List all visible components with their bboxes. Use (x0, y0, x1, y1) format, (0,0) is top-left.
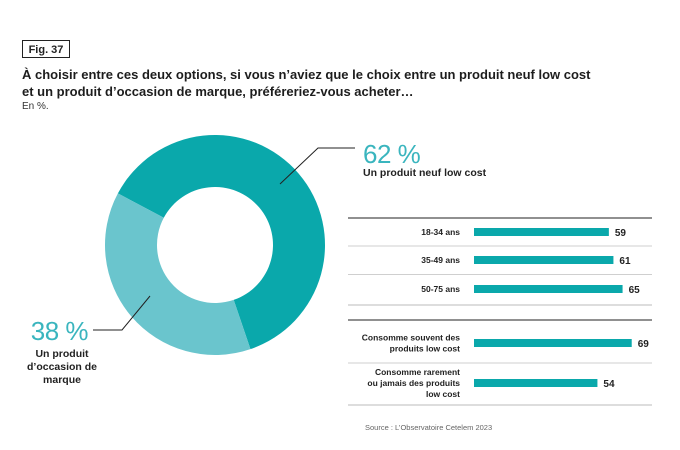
chart-subtitle: En %. (22, 101, 49, 112)
slice-name-occasion: Un produit (35, 348, 89, 360)
leader-line-occasion (93, 295, 151, 331)
bar-label: Consomme souvent des (362, 333, 461, 343)
bar (474, 339, 632, 347)
bar-label: 18-34 ans (421, 227, 460, 237)
slice-name-occasion: marque (43, 374, 81, 386)
bar-label: ou jamais des produits (367, 378, 460, 388)
bar-label: produits low cost (390, 344, 461, 354)
donut-labels: 62 %Un produit neuf low cost 38 % Un produ… (27, 139, 487, 386)
bar-label: Consomme rarement (375, 367, 460, 377)
chart-title-line-2: et un produit d’occasion de marque, préf… (22, 84, 414, 99)
donut-slice-2 (105, 193, 251, 355)
bar-chart: 18-34 ans 59 35-49 ans 61 50-75 ans 65 Consomm… (348, 217, 652, 406)
bar-label: 50-75 ans (421, 284, 460, 294)
bar (474, 379, 598, 387)
bar-value-label: 59 (615, 228, 627, 239)
donut-chart (105, 134, 326, 355)
bar-label: 35-49 ans (421, 255, 460, 265)
bar (474, 256, 614, 264)
figure-label: Fig. 37 (22, 40, 70, 58)
chart-title: À choisir entre ces deux options, si vou… (22, 66, 591, 100)
bar-value-label: 65 (629, 285, 641, 296)
leader-line-neuf (279, 147, 355, 185)
chart-title-line-1: À choisir entre ces deux options, si vou… (22, 67, 591, 82)
slice-value-occasion: 38 % (31, 316, 89, 346)
slice-name-neuf: Un produit neuf low cost (363, 167, 487, 179)
bar-value-label: 54 (603, 379, 615, 390)
bar-label: low cost (426, 389, 460, 399)
slice-name-occasion: d’occasion de (27, 361, 97, 373)
bar (474, 228, 609, 236)
slice-value-neuf: 62 % (363, 139, 421, 169)
bar (474, 285, 623, 293)
source-note: Source : L’Observatoire Cetelem 2023 (365, 423, 493, 432)
bar-value-label: 69 (638, 339, 650, 350)
bar-value-label: 61 (619, 256, 631, 267)
donut-slice-1 (117, 134, 326, 350)
